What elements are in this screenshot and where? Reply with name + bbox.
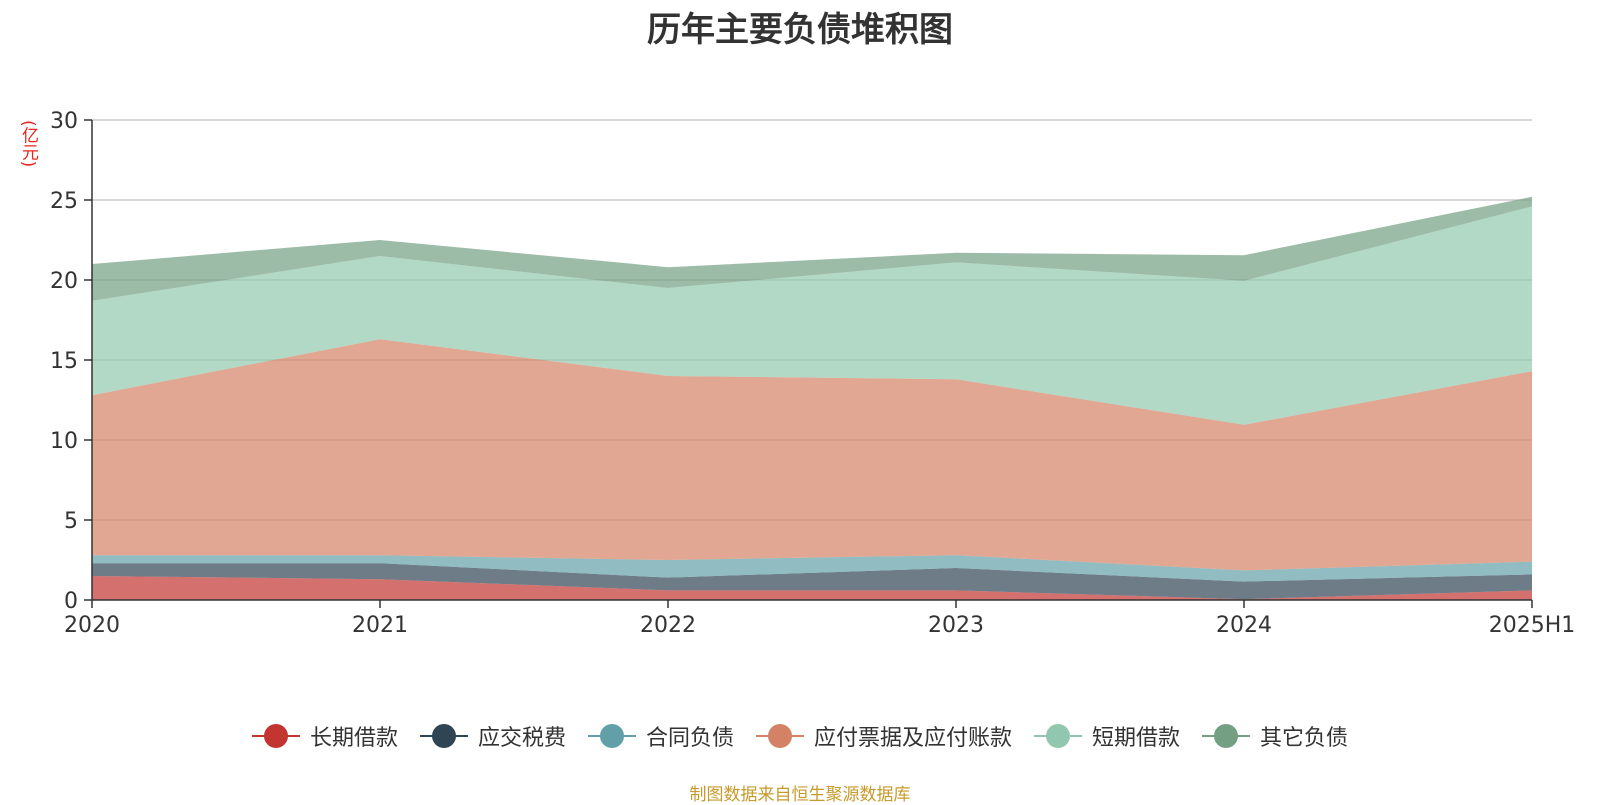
tick-labels: 0 5 10 15 20 25 30 2020 2021 2022 2023 2024 2025H1 bbox=[50, 109, 1575, 638]
area-series-4[interactable] bbox=[92, 206, 1532, 425]
legend-marker-icon bbox=[587, 724, 636, 748]
y-tick-label-2: 10 bbox=[50, 429, 78, 454]
legend-item-2[interactable]: 合同负债 bbox=[587, 720, 734, 752]
y-tick-label-5: 25 bbox=[50, 189, 78, 214]
legend-label: 合同负债 bbox=[645, 726, 734, 751]
legend-marker-icon bbox=[1202, 724, 1251, 748]
legend-label: 短期借款 bbox=[1092, 726, 1181, 751]
x-tick-label-1: 2021 bbox=[352, 613, 408, 638]
legend: 长期借款 应交税费 合同负债 应付票据及应付账款 短期借款 其它负债 bbox=[0, 718, 1600, 754]
area-series-5[interactable] bbox=[92, 196, 1532, 301]
x-tick-label-2: 2022 bbox=[640, 613, 696, 638]
legend-item-4[interactable]: 短期借款 bbox=[1034, 720, 1180, 752]
legend-marker-icon bbox=[419, 724, 468, 748]
legend-label: 应付票据及应付账款 bbox=[814, 726, 1013, 751]
legend-label: 其它负债 bbox=[1260, 726, 1349, 751]
y-tick-label-1: 5 bbox=[64, 509, 78, 534]
legend-item-5[interactable]: 其它负债 bbox=[1202, 720, 1348, 752]
legend-label: 长期借款 bbox=[309, 726, 398, 751]
legend-label: 应交税费 bbox=[477, 726, 566, 751]
area-series-0[interactable] bbox=[92, 576, 1532, 600]
axes bbox=[84, 119, 1533, 608]
y-tick-label-0: 0 bbox=[64, 589, 78, 614]
area-series-2[interactable] bbox=[92, 555, 1532, 582]
legend-marker-icon bbox=[251, 724, 300, 748]
x-tick-label-5: 2025H1 bbox=[1489, 613, 1576, 638]
legend-marker-icon bbox=[756, 724, 804, 748]
x-tick-label-0: 2020 bbox=[64, 613, 120, 638]
x-tick-label-4: 2024 bbox=[1216, 613, 1272, 638]
legend-item-3[interactable]: 应付票据及应付账款 bbox=[756, 720, 1012, 752]
source-note: 制图数据来自恒生聚源数据库 bbox=[689, 785, 911, 805]
area-series-3[interactable] bbox=[92, 339, 1532, 571]
area-series-1[interactable] bbox=[92, 563, 1532, 600]
x-tick-label-3: 2023 bbox=[928, 613, 984, 638]
stacked-areas bbox=[92, 196, 1532, 600]
legend-marker-icon bbox=[1034, 724, 1083, 748]
legend-item-1[interactable]: 应交税费 bbox=[419, 720, 566, 752]
chart-plot: 0 5 10 15 20 25 30 2020 2021 2022 2023 2024 2025H1 bbox=[50, 109, 1575, 638]
y-tick-label-6: 30 bbox=[50, 109, 78, 134]
chart-title: 历年主要负债堆积图 bbox=[647, 10, 953, 50]
y-axis-unit-label: (亿元) bbox=[18, 120, 38, 168]
legend-item-0[interactable]: 长期借款 bbox=[251, 720, 398, 752]
y-tick-label-3: 15 bbox=[50, 349, 78, 374]
y-tick-label-4: 20 bbox=[50, 269, 78, 294]
